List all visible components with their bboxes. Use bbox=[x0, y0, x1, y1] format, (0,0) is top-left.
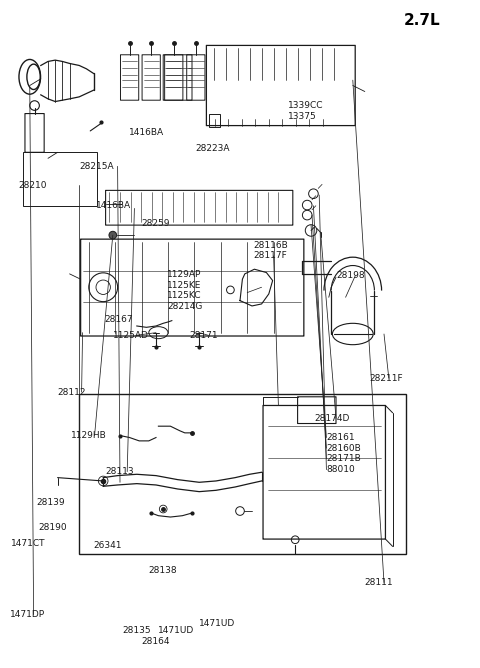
Text: 28117F: 28117F bbox=[253, 251, 287, 261]
Text: 13375: 13375 bbox=[288, 112, 317, 121]
Text: 28211F: 28211F bbox=[370, 373, 403, 383]
Bar bbox=[23, 152, 97, 206]
Text: 28171: 28171 bbox=[190, 331, 218, 340]
Text: 1471DP: 1471DP bbox=[10, 610, 45, 619]
Text: 1416BA: 1416BA bbox=[129, 128, 164, 137]
Bar bbox=[79, 394, 406, 554]
Text: 28138: 28138 bbox=[149, 566, 178, 575]
Text: 28111: 28111 bbox=[365, 578, 394, 587]
Text: 28223A: 28223A bbox=[196, 144, 230, 153]
Text: 28190: 28190 bbox=[38, 522, 67, 532]
Text: 88010: 88010 bbox=[326, 465, 355, 474]
Circle shape bbox=[109, 231, 117, 239]
Text: 28135: 28135 bbox=[122, 626, 151, 635]
Text: 28139: 28139 bbox=[36, 498, 65, 507]
Text: 28171B: 28171B bbox=[326, 454, 361, 464]
Text: 28167: 28167 bbox=[105, 315, 133, 325]
Text: 1125KC: 1125KC bbox=[167, 291, 202, 301]
Text: 28259: 28259 bbox=[142, 218, 170, 228]
Text: 28160B: 28160B bbox=[326, 444, 361, 453]
Text: 1471CT: 1471CT bbox=[11, 538, 45, 548]
Text: 28112: 28112 bbox=[58, 387, 86, 397]
Text: 28215A: 28215A bbox=[79, 162, 114, 171]
Text: 28174D: 28174D bbox=[314, 413, 350, 423]
Text: 1416BA: 1416BA bbox=[96, 201, 131, 210]
Text: 28116B: 28116B bbox=[253, 240, 288, 250]
Text: 26341: 26341 bbox=[94, 540, 122, 550]
Text: 2.7L: 2.7L bbox=[404, 13, 441, 27]
Text: 1125AD: 1125AD bbox=[113, 331, 149, 340]
Text: 1471UD: 1471UD bbox=[158, 626, 195, 635]
Text: 28161: 28161 bbox=[326, 433, 355, 442]
Text: 28164: 28164 bbox=[142, 637, 170, 646]
Text: 28214G: 28214G bbox=[167, 302, 203, 311]
Text: 28210: 28210 bbox=[18, 180, 47, 190]
Text: 1129AP: 1129AP bbox=[167, 270, 202, 279]
Bar bbox=[209, 114, 220, 127]
Text: 1125KE: 1125KE bbox=[167, 281, 202, 290]
Text: 1339CC: 1339CC bbox=[288, 101, 324, 110]
Text: 1471UD: 1471UD bbox=[199, 619, 236, 629]
Text: 28113: 28113 bbox=[106, 467, 134, 476]
Text: 28198: 28198 bbox=[336, 271, 365, 281]
Text: 1129HB: 1129HB bbox=[71, 431, 107, 440]
